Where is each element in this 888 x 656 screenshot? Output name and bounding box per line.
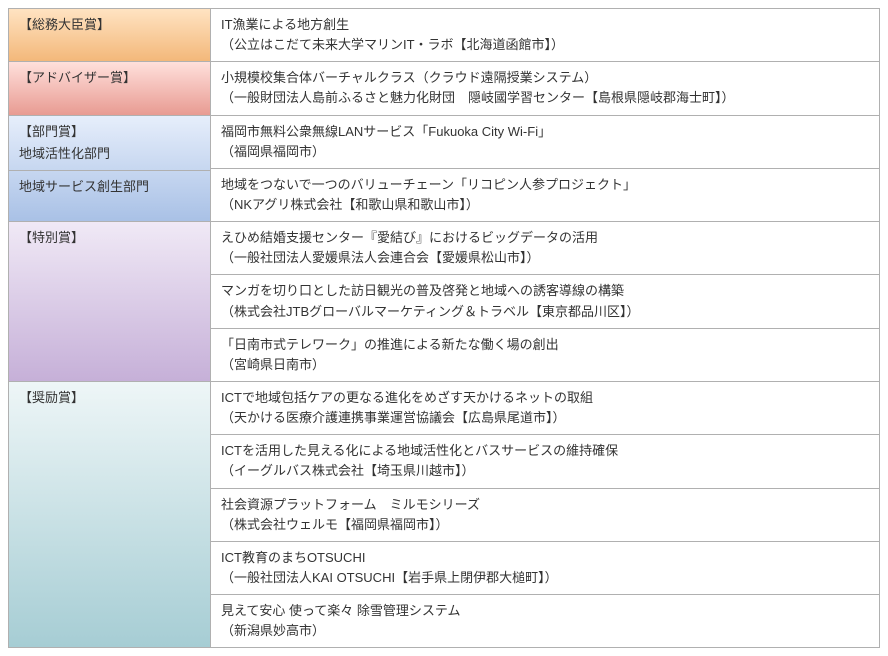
entry-org: （宮崎県日南市） <box>221 355 869 375</box>
entry-title: 地域をつないで一つのバリューチェーン「リコピン人参プロジェクト」 <box>221 175 869 195</box>
entry-org: （一般社団法人愛媛県法人会連合会【愛媛県松山市】） <box>221 248 869 268</box>
entry-title: えひめ結婚支援センター『愛結び』におけるビッグデータの活用 <box>221 228 869 248</box>
entries-cell: IT漁業による地方創生 （公立はこだて未来大学マリンIT・ラボ【北海道函館市】） <box>211 9 880 61</box>
entry: ICT教育のまちOTSUCHI （一般社団法人KAI OTSUCHI【岩手県上閉… <box>211 542 879 595</box>
entry: マンガを切り口とした訪日観光の普及啓発と地域への誘客導線の構築 （株式会社JTB… <box>211 275 879 328</box>
category-subcell: 【部門賞】 地域活性化部門 <box>9 116 210 171</box>
table-row: 【特別賞】 えひめ結婚支援センター『愛結び』におけるビッグデータの活用 （一般社… <box>9 222 880 382</box>
entry-title: ICTを活用した見える化による地域活性化とバスサービスの維持確保 <box>221 441 869 461</box>
table-row: 【アドバイザー賞】 小規模校集合体バーチャルクラス（クラウド遠隔授業システム） … <box>9 62 880 115</box>
category-cell: 【特別賞】 <box>9 222 211 381</box>
entries-cell: えひめ結婚支援センター『愛結び』におけるビッグデータの活用 （一般社団法人愛媛県… <box>211 222 880 381</box>
entry-org: （天かける医療介護連携事業運営協議会【広島県尾道市】） <box>221 408 869 428</box>
entry-title: 福岡市無料公衆無線LANサービス「Fukuoka City Wi-Fi」 <box>221 122 869 142</box>
category-cell: 【総務大臣賞】 <box>9 9 211 61</box>
entries-cell: 小規模校集合体バーチャルクラス（クラウド遠隔授業システム） （一般財団法人島前ふ… <box>211 62 880 114</box>
entry: 小規模校集合体バーチャルクラス（クラウド遠隔授業システム） （一般財団法人島前ふ… <box>211 62 879 114</box>
entry-org: （NKアグリ株式会社【和歌山県和歌山市】） <box>221 195 869 215</box>
entry-org: （株式会社ウェルモ【福岡県福岡市】） <box>221 515 869 535</box>
category-cell: 【アドバイザー賞】 <box>9 62 211 114</box>
category-subcell: 地域サービス創生部門 <box>9 171 210 221</box>
entry: えひめ結婚支援センター『愛結び』におけるビッグデータの活用 （一般社団法人愛媛県… <box>211 222 879 275</box>
entry-org: （株式会社JTBグローバルマーケティング＆トラベル【東京都品川区】） <box>221 302 869 322</box>
entry-org: （新潟県妙高市） <box>221 621 869 641</box>
entry: 社会資源プラットフォーム ミルモシリーズ （株式会社ウェルモ【福岡県福岡市】） <box>211 489 879 542</box>
category-subtitle: 地域活性化部門 <box>19 144 200 164</box>
entry-title: 小規模校集合体バーチャルクラス（クラウド遠隔授業システム） <box>221 68 869 88</box>
category-title: 【特別賞】 <box>19 230 84 245</box>
entries-cell: 福岡市無料公衆無線LANサービス「Fukuoka City Wi-Fi」 （福岡… <box>211 116 880 222</box>
entry-title: ICTで地域包括ケアの更なる進化をめざす天かけるネットの取組 <box>221 388 869 408</box>
category-title: 【部門賞】 <box>19 124 84 139</box>
entry-org: （公立はこだて未来大学マリンIT・ラボ【北海道函館市】） <box>221 35 869 55</box>
category-title: 【アドバイザー賞】 <box>19 70 136 85</box>
table-row: 【総務大臣賞】 IT漁業による地方創生 （公立はこだて未来大学マリンIT・ラボ【… <box>9 9 880 62</box>
entry: 福岡市無料公衆無線LANサービス「Fukuoka City Wi-Fi」 （福岡… <box>211 116 879 169</box>
entry-org: （福岡県福岡市） <box>221 142 869 162</box>
entry-title: ICT教育のまちOTSUCHI <box>221 548 869 568</box>
category-title: 【総務大臣賞】 <box>19 17 110 32</box>
entry: IT漁業による地方創生 （公立はこだて未来大学マリンIT・ラボ【北海道函館市】） <box>211 9 879 61</box>
entry-title: 社会資源プラットフォーム ミルモシリーズ <box>221 495 869 515</box>
category-cell: 【部門賞】 地域活性化部門 地域サービス創生部門 <box>9 116 211 222</box>
entry-org: （一般財団法人島前ふるさと魅力化財団 隠岐國学習センター【島根県隠岐郡海士町】） <box>221 88 869 108</box>
category-subtitle: 地域サービス創生部門 <box>19 179 149 194</box>
entry-org: （イーグルバス株式会社【埼玉県川越市】） <box>221 461 869 481</box>
entry: 「日南市式テレワーク」の推進による新たな働く場の創出 （宮崎県日南市） <box>211 329 879 381</box>
entry-title: 見えて安心 使って楽々 除雪管理システム <box>221 601 869 621</box>
entry: ICTを活用した見える化による地域活性化とバスサービスの維持確保 （イーグルバス… <box>211 435 879 488</box>
entry-title: IT漁業による地方創生 <box>221 15 869 35</box>
entry-title: マンガを切り口とした訪日観光の普及啓発と地域への誘客導線の構築 <box>221 281 869 301</box>
entry-title: 「日南市式テレワーク」の推進による新たな働く場の創出 <box>221 335 869 355</box>
entry-org: （一般社団法人KAI OTSUCHI【岩手県上閉伊郡大槌町】） <box>221 568 869 588</box>
entry: 見えて安心 使って楽々 除雪管理システム （新潟県妙高市） <box>211 595 879 647</box>
entries-cell: ICTで地域包括ケアの更なる進化をめざす天かけるネットの取組 （天かける医療介護… <box>211 382 880 647</box>
entry: ICTで地域包括ケアの更なる進化をめざす天かけるネットの取組 （天かける医療介護… <box>211 382 879 435</box>
entry: 地域をつないで一つのバリューチェーン「リコピン人参プロジェクト」 （NKアグリ株… <box>211 169 879 221</box>
category-title: 【奨励賞】 <box>19 390 84 405</box>
award-table: 【総務大臣賞】 IT漁業による地方創生 （公立はこだて未来大学マリンIT・ラボ【… <box>8 8 880 648</box>
table-row: 【部門賞】 地域活性化部門 地域サービス創生部門 福岡市無料公衆無線LANサービ… <box>9 116 880 223</box>
table-row: 【奨励賞】 ICTで地域包括ケアの更なる進化をめざす天かけるネットの取組 （天か… <box>9 382 880 648</box>
category-cell: 【奨励賞】 <box>9 382 211 647</box>
